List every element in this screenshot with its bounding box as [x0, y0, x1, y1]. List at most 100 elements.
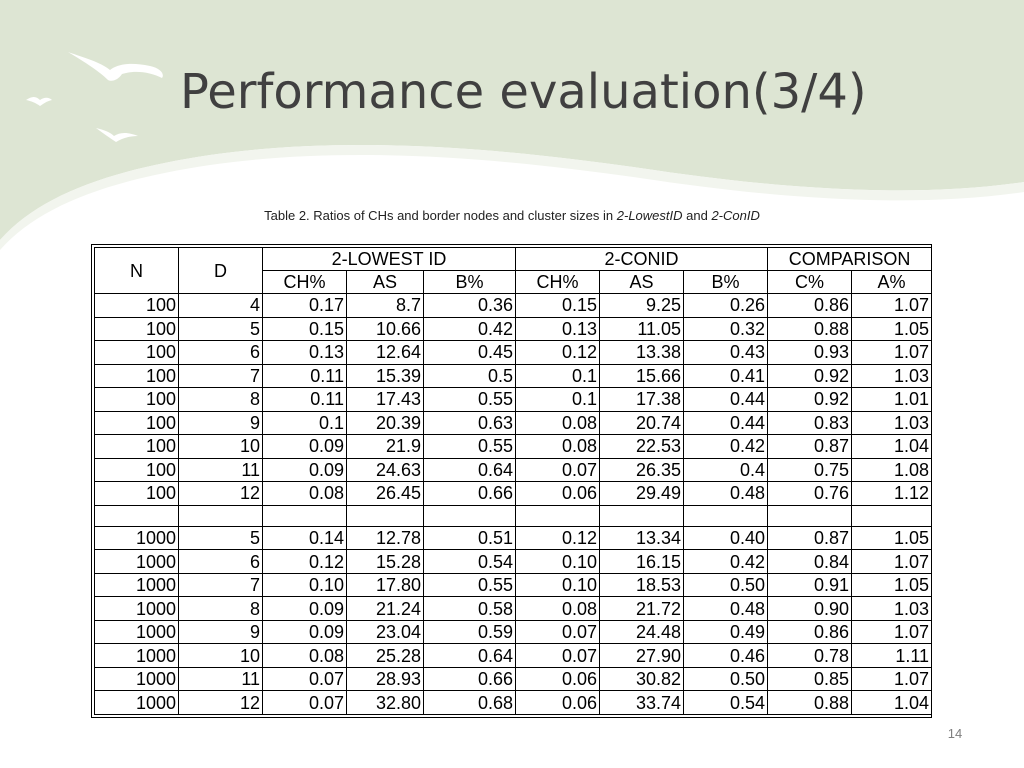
table-cell: 0.46 — [683, 643, 769, 668]
table-cell: 0.09 — [262, 434, 347, 459]
table-cell: 1000 — [94, 643, 179, 668]
table-cell: 0.54 — [683, 690, 769, 715]
table-cell: 0.50 — [683, 666, 769, 692]
table-cell: 0.1 — [515, 363, 601, 388]
table-body: 100 4 0.17 8.7 0.36 0.15 9.25 0.26 0.86 1.07 100 5 0… — [94, 293, 933, 715]
table-cell-empty — [599, 504, 685, 527]
table-cell: 33.74 — [599, 690, 685, 715]
table-cell: 0.5 — [422, 363, 517, 388]
table-cell: 0.42 — [683, 434, 769, 459]
table-cell: 1.05 — [851, 572, 933, 598]
table-cell: 0.85 — [767, 666, 853, 692]
table-cell: 0.49 — [683, 619, 769, 645]
table-cell: 18.53 — [599, 572, 685, 598]
caption-algorithm-2: 2-ConID — [711, 208, 760, 223]
table-cell: 13.34 — [599, 525, 685, 551]
table-cell-empty — [262, 504, 347, 527]
table-cell: 23.04 — [346, 619, 424, 645]
table-cell: 17.38 — [599, 387, 685, 412]
table-cell: 0.10 — [262, 572, 347, 598]
table-cell: 8 — [178, 596, 263, 621]
table-cell: 0.44 — [683, 387, 769, 412]
table-cell: 6 — [178, 340, 263, 365]
table-cell: 32.80 — [346, 690, 424, 715]
subheader-cell: CH% — [515, 270, 601, 294]
header-2-lowest-id: 2-LOWEST ID — [261, 247, 517, 271]
table-cell: 0.08 — [515, 434, 601, 459]
table-cell: 0.12 — [515, 340, 601, 365]
subheader-cell: AS — [346, 270, 424, 294]
table-cell: 30.82 — [599, 666, 685, 692]
table-cell: 0.66 — [422, 481, 517, 506]
table-cell: 0.55 — [422, 434, 517, 459]
table-cell-empty — [94, 504, 179, 527]
table-cell: 12.64 — [346, 340, 424, 365]
table-row: 1000 12 0.07 32.80 0.68 0.06 33.74 0.54 0.88 1.04 — [94, 690, 933, 715]
table-cell: 1.05 — [851, 525, 933, 551]
table-cell: 100 — [94, 316, 179, 341]
table-cell: 0.15 — [262, 316, 347, 341]
table-cell: 1.04 — [851, 690, 933, 715]
table-cell: 0.07 — [262, 666, 347, 692]
table-cell: 0.63 — [422, 410, 517, 435]
table-cell: 0.59 — [422, 619, 517, 645]
table-row: 100 12 0.08 26.45 0.66 0.06 29.49 0.48 0.76 1.12 — [94, 481, 933, 506]
table-cell: 9 — [178, 410, 263, 435]
table-cell-empty — [767, 504, 853, 527]
table-cell: 7 — [178, 363, 263, 388]
table-cell: 0.36 — [422, 293, 517, 318]
table-cell: 20.39 — [346, 410, 424, 435]
table-cell: 13.38 — [599, 340, 685, 365]
table-cell: 15.28 — [346, 549, 424, 574]
table-cell: 6 — [178, 549, 263, 574]
table-cell: 0.13 — [262, 340, 347, 365]
table-cell-empty — [422, 504, 517, 527]
table-cell: 1.07 — [851, 549, 933, 574]
bird-icon — [68, 52, 163, 81]
subheader-cell: AS — [599, 270, 685, 294]
table-cell: 0.64 — [422, 457, 517, 482]
table-cell: 0.58 — [422, 596, 517, 621]
table-row: 100 4 0.17 8.7 0.36 0.15 9.25 0.26 0.86 1.07 — [94, 293, 933, 318]
table-cell: 1000 — [94, 666, 179, 692]
table-cell: 20.74 — [599, 410, 685, 435]
table-cell: 100 — [94, 410, 179, 435]
table-row: 1000 8 0.09 21.24 0.58 0.08 21.72 0.48 0.90 1.03 — [94, 596, 933, 621]
table-cell: 0.43 — [683, 340, 769, 365]
table-cell: 7 — [178, 572, 263, 598]
table-cell-empty — [851, 504, 933, 527]
table-cell: 100 — [94, 293, 179, 318]
table-cell: 27.90 — [599, 643, 685, 668]
table-cell: 0.76 — [767, 481, 853, 506]
table-cell: 0.10 — [515, 572, 601, 598]
table-cell: 100 — [94, 340, 179, 365]
table-cell: 1000 — [94, 596, 179, 621]
table-cell: 1000 — [94, 525, 179, 551]
table-cell: 1.03 — [851, 363, 933, 388]
table-cell: 22.53 — [599, 434, 685, 459]
table-row: 1000 5 0.14 12.78 0.51 0.12 13.34 0.40 0.87 1.05 — [94, 525, 933, 551]
subheader-cell: B% — [683, 270, 769, 294]
header-comparison: COMPARISON — [767, 247, 933, 271]
table-cell: 0.15 — [515, 293, 601, 318]
header-wave-highlight — [0, 145, 1024, 250]
table-cell: 1.11 — [851, 643, 933, 668]
table-cell: 24.63 — [346, 457, 424, 482]
table-cell: 0.1 — [262, 410, 347, 435]
table-cell: 17.43 — [346, 387, 424, 412]
table-cell: 0.07 — [515, 643, 601, 668]
header-d: D — [178, 247, 263, 294]
table-cell: 16.15 — [599, 549, 685, 574]
table-cell: 0.86 — [767, 293, 853, 318]
table-cell: 25.28 — [346, 643, 424, 668]
caption-prefix: Table 2. Ratios of CHs and border nodes … — [264, 208, 617, 223]
header-2-conid: 2-CONID — [515, 247, 769, 271]
table-cell: 0.06 — [515, 666, 601, 692]
subheader-cell: C% — [767, 270, 853, 294]
table-row: 100 6 0.13 12.64 0.45 0.12 13.38 0.43 0.93 1.07 — [94, 340, 933, 365]
table-cell: 0.09 — [262, 457, 347, 482]
table-cell: 0.08 — [262, 481, 347, 506]
table-cell: 0.07 — [515, 619, 601, 645]
table-cell: 12 — [178, 481, 263, 506]
table-cell: 0.12 — [515, 525, 601, 551]
